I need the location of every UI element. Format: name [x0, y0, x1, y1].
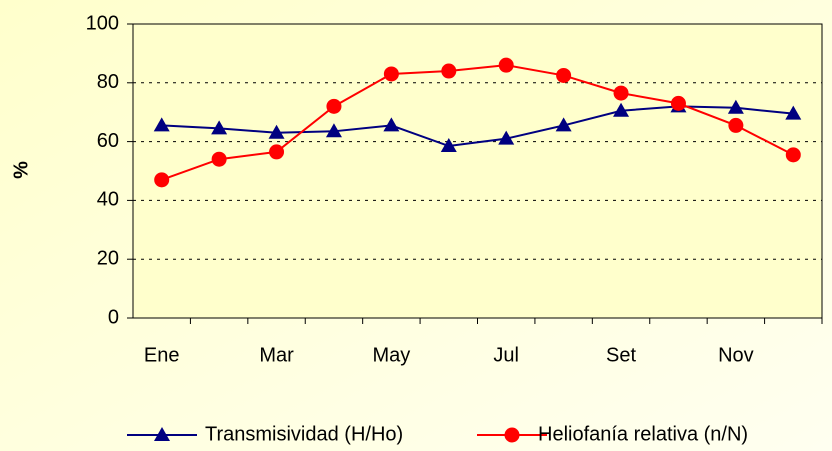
data-point — [211, 120, 228, 135]
data-point — [785, 147, 801, 163]
data-point — [728, 117, 744, 133]
data-point — [498, 57, 514, 73]
y-tick-label: 20 — [97, 247, 119, 269]
data-point — [268, 124, 285, 139]
y-tick-label: 0 — [108, 306, 119, 328]
data-point — [670, 95, 686, 111]
data-point — [498, 130, 515, 145]
data-point — [326, 98, 342, 114]
x-tick-label: May — [372, 344, 410, 366]
legend-marker — [504, 427, 520, 443]
data-point — [383, 66, 399, 82]
data-point — [556, 67, 572, 83]
data-point — [441, 63, 457, 79]
y-tick-label: 100 — [86, 12, 119, 34]
y-tick-label: 80 — [97, 71, 119, 93]
plot-area — [133, 24, 822, 318]
data-point — [383, 117, 400, 132]
data-point — [153, 117, 170, 132]
data-point — [154, 172, 170, 188]
x-tick-label: Jul — [493, 344, 519, 366]
y-tick-label: 60 — [97, 130, 119, 152]
data-point — [613, 85, 629, 101]
data-point — [613, 102, 630, 117]
y-axis-label: % — [10, 161, 32, 179]
legend-label: Heliofanía relativa (n/N) — [538, 423, 748, 445]
x-tick-label: Set — [606, 344, 636, 366]
x-tick-label: Nov — [718, 344, 754, 366]
x-tick-label: Ene — [144, 344, 180, 366]
data-point — [325, 123, 342, 138]
y-tick-label: 40 — [97, 189, 119, 211]
legend-marker — [154, 427, 170, 441]
legend-label: Transmisividad (H/Ho) — [205, 423, 403, 445]
x-tick-label: Mar — [259, 344, 294, 366]
data-point — [440, 138, 457, 153]
series-line — [161, 64, 794, 181]
data-point — [555, 117, 572, 132]
data-point — [785, 105, 802, 120]
data-point — [269, 144, 285, 160]
data-point — [211, 151, 227, 167]
data-point — [727, 99, 744, 114]
